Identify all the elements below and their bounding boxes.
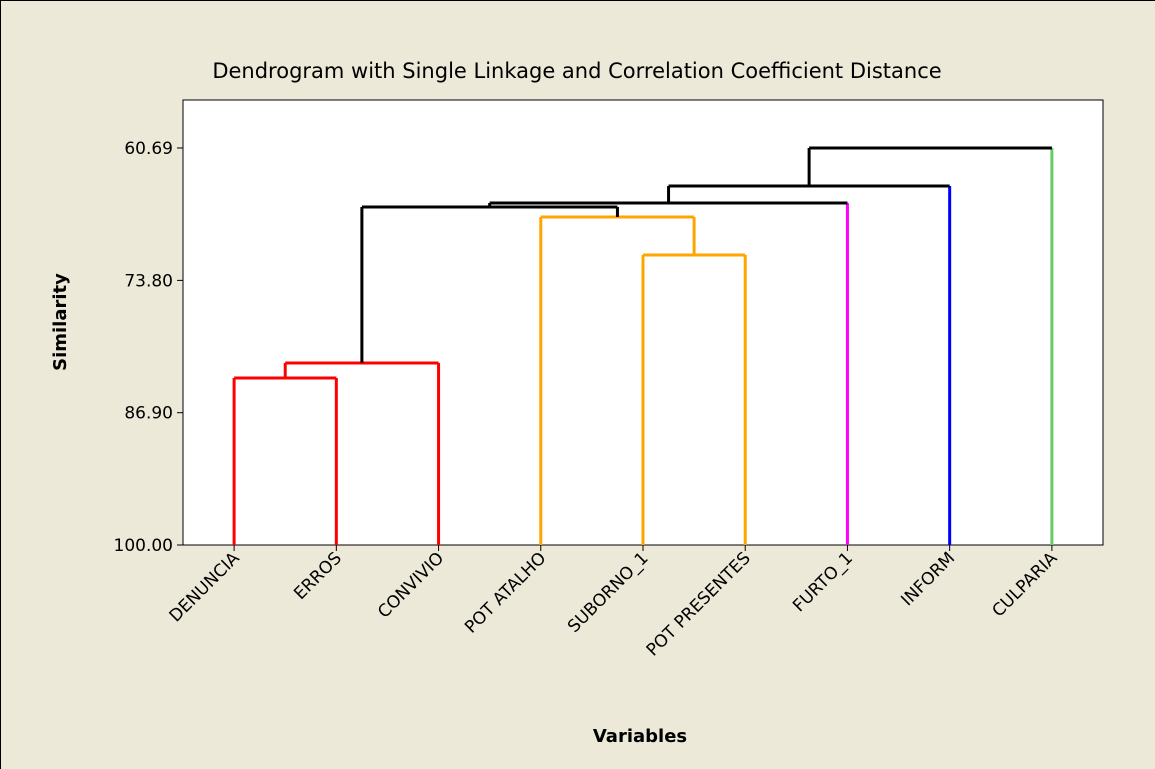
chart-title: Dendrogram with Single Linkage and Corre… [212, 59, 941, 83]
x-axis-label: Variables [593, 726, 687, 747]
y-tick-label: 73.80 [124, 271, 173, 291]
y-tick-label: 100.00 [114, 536, 173, 556]
y-tick-label: 60.69 [124, 139, 173, 159]
y-tick-label: 86.90 [124, 404, 173, 424]
y-axis-label: Similarity [50, 273, 71, 371]
